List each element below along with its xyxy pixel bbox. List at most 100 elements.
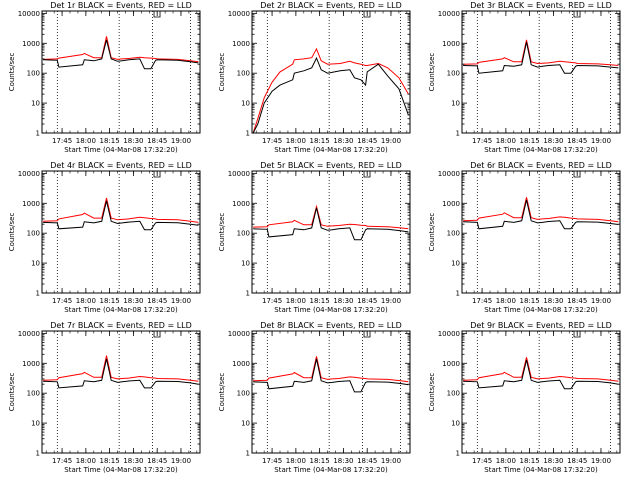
y-tick-label: 10000: [228, 330, 250, 338]
detector-panel: Det 7r BLACK = Events, RED = LLD 1 10 100 10…: [8, 321, 201, 474]
lld-series-line: [463, 197, 619, 223]
detector-panel: Det 4r BLACK = Events, RED = LLD 1 10 100 10…: [8, 161, 201, 314]
x-tick-label: 18:00: [496, 137, 516, 145]
x-tick-label: 18:30: [333, 297, 353, 305]
x-tick-label: 18:45: [147, 137, 167, 145]
y-axis-label: Counts/sec: [8, 373, 16, 412]
y-tick-label: 1: [456, 450, 460, 458]
events-series-line: [463, 199, 619, 230]
x-tick-label: 17:45: [472, 297, 492, 305]
marker-bracket: [153, 11, 161, 18]
marker-bracket: [153, 171, 161, 178]
y-axis-label: Counts/sec: [218, 373, 226, 412]
y-tick-label: 100: [237, 230, 250, 238]
events-series-line: [43, 200, 199, 231]
x-tick-label: 18:00: [496, 297, 516, 305]
x-tick-label: 19:00: [591, 137, 611, 145]
detector-panel: Det 3r BLACK = Events, RED = LLD 1 10 100 10…: [428, 1, 621, 154]
y-tick-label: 1000: [442, 40, 460, 48]
y-tick-label: 100: [237, 390, 250, 398]
panel-title: Det 6r BLACK = Events, RED = LLD: [470, 161, 612, 170]
y-tick-label: 10: [451, 100, 460, 108]
x-tick-label: 19:00: [381, 457, 401, 465]
events-series-line: [253, 358, 409, 393]
panel-title: Det 7r BLACK = Events, RED = LLD: [50, 321, 192, 330]
panel-frame: [251, 10, 411, 134]
events-series-line: [43, 39, 199, 70]
x-tick-label: 17:45: [52, 457, 72, 465]
x-tick-label: 18:45: [357, 137, 377, 145]
panel-frame: [251, 330, 411, 454]
x-tick-label: 17:45: [472, 457, 492, 465]
y-tick-label: 1: [36, 290, 40, 298]
x-axis-label: Start Time (04-Mar-08 17:32:20): [274, 146, 388, 154]
y-tick-label: 10000: [18, 10, 40, 18]
y-tick-label: 10000: [18, 330, 40, 338]
x-tick-label: 19:00: [171, 137, 191, 145]
x-tick-label: 18:45: [147, 457, 167, 465]
events-series-line: [253, 207, 409, 241]
x-tick-label: 18:00: [286, 137, 306, 145]
y-tick-label: 1: [246, 450, 250, 458]
plot-area: [463, 197, 619, 230]
y-tick-label: 10: [31, 100, 40, 108]
y-tick-label: 1: [456, 290, 460, 298]
panel-frame: [461, 170, 621, 294]
x-tick-label: 18:30: [123, 457, 143, 465]
x-tick-label: 18:15: [100, 297, 120, 305]
detector-panel: Det 1r BLACK = Events, RED = LLD 1 10 100 10…: [8, 1, 201, 154]
x-axis-label: Start Time (04-Mar-08 17:32:20): [274, 466, 388, 474]
y-tick-label: 1000: [442, 200, 460, 208]
y-axis-label: Counts/sec: [8, 53, 16, 92]
x-tick-label: 17:45: [52, 137, 72, 145]
y-axis-label: Counts/sec: [218, 213, 226, 252]
panel-title: Det 1r BLACK = Events, RED = LLD: [50, 1, 192, 10]
y-tick-label: 10000: [438, 330, 460, 338]
y-tick-label: 1: [36, 130, 40, 138]
x-tick-label: 19:00: [171, 297, 191, 305]
x-axis-label: Start Time (04-Mar-08 17:32:20): [64, 466, 178, 474]
x-tick-label: 19:00: [591, 297, 611, 305]
x-tick-label: 18:15: [100, 457, 120, 465]
lld-series-line: [253, 356, 409, 383]
y-tick-label: 100: [27, 70, 40, 78]
x-tick-label: 18:00: [76, 457, 96, 465]
y-tick-label: 100: [447, 390, 460, 398]
x-tick-label: 18:30: [123, 297, 143, 305]
marker-bracket: [363, 11, 371, 18]
events-series-line: [463, 41, 619, 74]
marker-bracket: [153, 331, 161, 338]
plot-area: [43, 355, 199, 389]
x-tick-label: 17:45: [262, 457, 282, 465]
x-tick-label: 18:15: [520, 457, 540, 465]
marker-bracket: [573, 11, 581, 18]
y-tick-label: 100: [27, 230, 40, 238]
panel-frame: [461, 330, 621, 454]
marker-bracket: [573, 331, 581, 338]
y-tick-label: 100: [447, 230, 460, 238]
x-tick-label: 18:30: [543, 137, 563, 145]
lld-series-line: [253, 204, 409, 230]
panel-title: Det 4r BLACK = Events, RED = LLD: [50, 161, 192, 170]
x-tick-label: 18:15: [520, 137, 540, 145]
events-series-line: [252, 56, 409, 133]
y-tick-label: 1: [246, 290, 250, 298]
x-tick-label: 18:45: [147, 297, 167, 305]
x-tick-label: 19:00: [591, 457, 611, 465]
x-tick-label: 18:00: [286, 297, 306, 305]
panel-frame: [461, 10, 621, 134]
y-tick-label: 10000: [18, 170, 40, 178]
x-tick-label: 18:45: [357, 297, 377, 305]
x-tick-label: 18:45: [567, 137, 587, 145]
panel-frame: [41, 170, 201, 294]
x-axis-label: Start Time (04-Mar-08 17:32:20): [484, 466, 598, 474]
y-tick-label: 10: [241, 260, 250, 268]
panel-title: Det 9r BLACK = Events, RED = LLD: [470, 321, 612, 330]
y-tick-label: 1: [36, 450, 40, 458]
y-tick-label: 1000: [22, 360, 40, 368]
y-tick-label: 10: [451, 260, 460, 268]
detector-panel: Det 5r BLACK = Events, RED = LLD 1 10 100 10…: [218, 161, 411, 314]
y-axis-label: Counts/sec: [428, 213, 436, 252]
x-axis-label: Start Time (04-Mar-08 17:32:20): [274, 306, 388, 314]
